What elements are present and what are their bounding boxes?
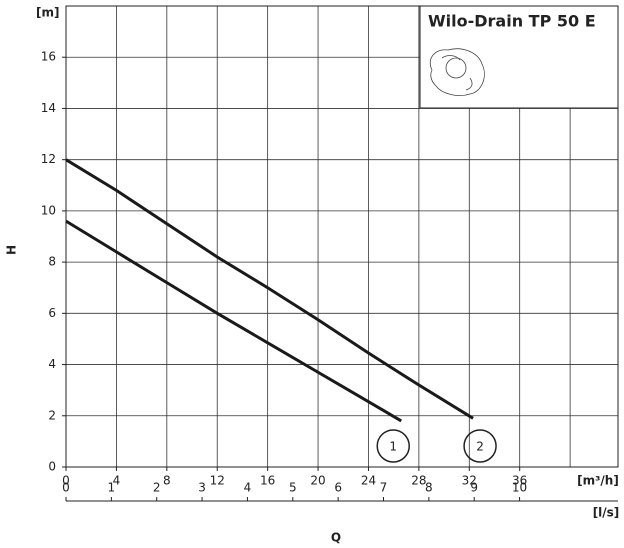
y-tick-label: 0 (48, 460, 56, 474)
y-unit: [m] (36, 6, 59, 20)
x-axis-label: Q (331, 531, 341, 545)
y-tick-label: 10 (41, 203, 56, 217)
y-tick-label: 8 (48, 255, 56, 269)
chart-title: Wilo-Drain TP 50 E (428, 12, 596, 31)
x2-tick-label: 4 (244, 481, 252, 495)
y-axis-label: H (5, 245, 19, 255)
x-tick-label: 32 (462, 474, 477, 488)
curve (65, 158, 474, 420)
y-tick-label: 12 (41, 152, 56, 166)
curve (65, 219, 402, 423)
x2-tick-label: 1 (108, 481, 116, 495)
x-tick-label: 12 (210, 474, 225, 488)
x-tick-label: 8 (163, 474, 171, 488)
curve-label-circle (376, 429, 410, 463)
title-box: Wilo-Drain TP 50 E (419, 5, 619, 109)
x2-unit: [l/s] (593, 506, 620, 520)
curve-label-circle (463, 429, 497, 463)
x-tick-label: 4 (113, 474, 121, 488)
x2-tick-label: 2 (153, 481, 161, 495)
y-tick-label: 16 (41, 50, 56, 64)
y-tick-label: 2 (48, 408, 56, 422)
x2-tick-label: 8 (425, 481, 433, 495)
x-tick-label: 28 (411, 474, 426, 488)
x-tick-label: 20 (310, 474, 325, 488)
curve-label: 2 (476, 440, 484, 454)
x2-tick-label: 3 (198, 481, 206, 495)
x2-tick-label: 9 (470, 481, 478, 495)
x2-tick-label: 5 (289, 481, 297, 495)
x-tick-label: 36 (512, 474, 527, 488)
x2-tick-label: 10 (512, 481, 527, 495)
title-frame (419, 5, 619, 109)
y-tick-label: 4 (48, 357, 56, 371)
x-tick-label: 16 (260, 474, 275, 488)
x2-tick-label: 6 (334, 481, 342, 495)
curve-label: 1 (389, 440, 397, 454)
x-tick-label: 0 (62, 474, 70, 488)
x2-tick-label: 7 (380, 481, 388, 495)
pump-sketch (429, 48, 485, 96)
x-unit: [m³/h] (577, 474, 619, 488)
y-tick-label: 6 (48, 306, 56, 320)
plot-frame (65, 5, 619, 468)
x-tick-label: 24 (361, 474, 376, 488)
y-tick-label: 14 (41, 101, 56, 115)
x2-tick-label: 0 (62, 481, 70, 495)
